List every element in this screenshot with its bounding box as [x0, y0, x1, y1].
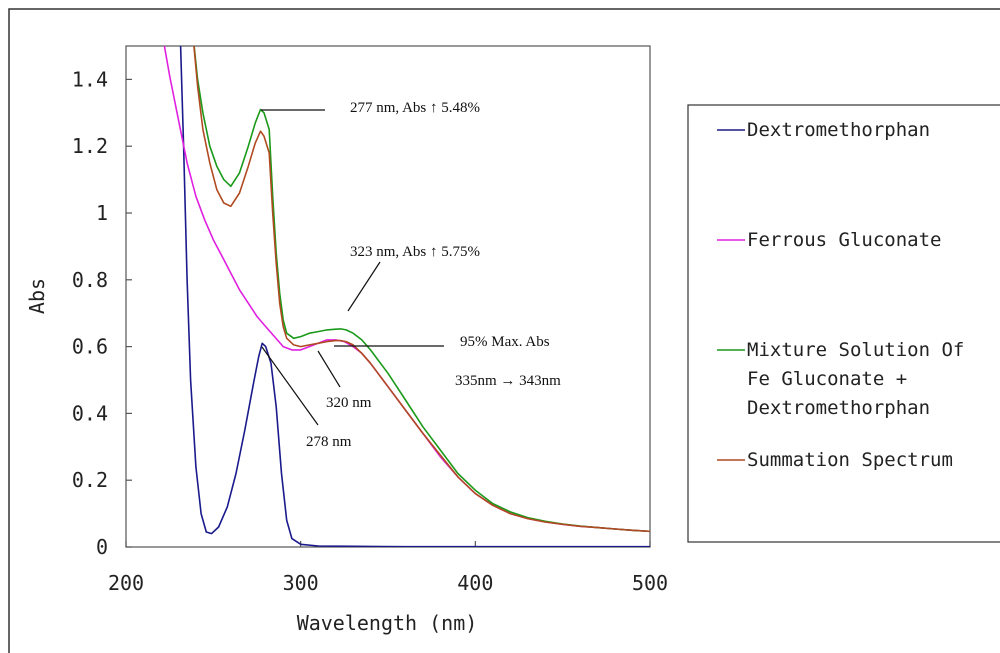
- annotation-layer: 277 nm, Abs ↑ 5.48% 323 nm, Abs ↑ 5.75% 95…: [261, 100, 561, 450]
- series-line-3: [193, 46, 650, 533]
- x-tick-label: 400: [457, 571, 493, 595]
- y-axis: 0 0.2 0.4 0.6 0.8 1 1.2 1.4: [72, 67, 132, 559]
- plot-area: 0 0.2 0.4 0.6 0.8 1 1.2 1.4 200 300 400 500 277 nm…: [72, 45, 668, 595]
- series-line-2: [193, 46, 650, 533]
- y-axis-label: Abs: [25, 278, 49, 314]
- annotation-label: 335nm → 343nm: [455, 373, 561, 389]
- y-tick-label: 1: [96, 201, 108, 225]
- x-tick-label: 500: [632, 571, 668, 595]
- annotation-label: 278 nm: [306, 434, 352, 450]
- series-line-0: [179, 46, 650, 547]
- x-axis-label: Wavelength (nm): [297, 611, 478, 635]
- y-tick-label: 0.4: [72, 401, 108, 425]
- y-tick-label: 0.8: [72, 268, 108, 292]
- annotation-label: 277 nm, Abs ↑ 5.48%: [350, 100, 480, 116]
- y-tick-label: 0.6: [72, 335, 108, 359]
- legend: Dextromethorphan Ferrous Gluconate Mixture…: [687, 104, 1000, 543]
- annotation-leader: [347, 261, 381, 312]
- x-axis: 200 300 400 500: [108, 541, 668, 595]
- y-tick-label: 1.2: [72, 134, 108, 158]
- y-tick-label: 0.2: [72, 468, 108, 492]
- annotation-label: 320 nm: [326, 395, 372, 411]
- legend-entry-label: Dextromethorphan: [747, 397, 930, 419]
- legend-entry-label: Dextromethorphan: [747, 119, 930, 141]
- annotation-leader: [261, 346, 319, 426]
- annotation-label: 323 nm, Abs ↑ 5.75%: [350, 244, 480, 260]
- y-tick-label: 0: [96, 535, 108, 559]
- y-tick-label: 1.4: [72, 67, 108, 91]
- x-tick-label: 300: [283, 571, 319, 595]
- series-layer: [163, 46, 650, 547]
- legend-box: [687, 104, 1000, 543]
- annotation-label: 95% Max. Abs: [460, 334, 550, 350]
- x-tick-label: 200: [108, 571, 144, 595]
- annotation-leader: [317, 350, 341, 388]
- legend-entry-label: Summation Spectrum: [747, 449, 953, 471]
- legend-entry-label: Ferrous Gluconate: [747, 229, 941, 251]
- legend-entry-label: Fe Gluconate +: [747, 368, 907, 390]
- legend-entry-label: Mixture Solution Of: [747, 339, 964, 361]
